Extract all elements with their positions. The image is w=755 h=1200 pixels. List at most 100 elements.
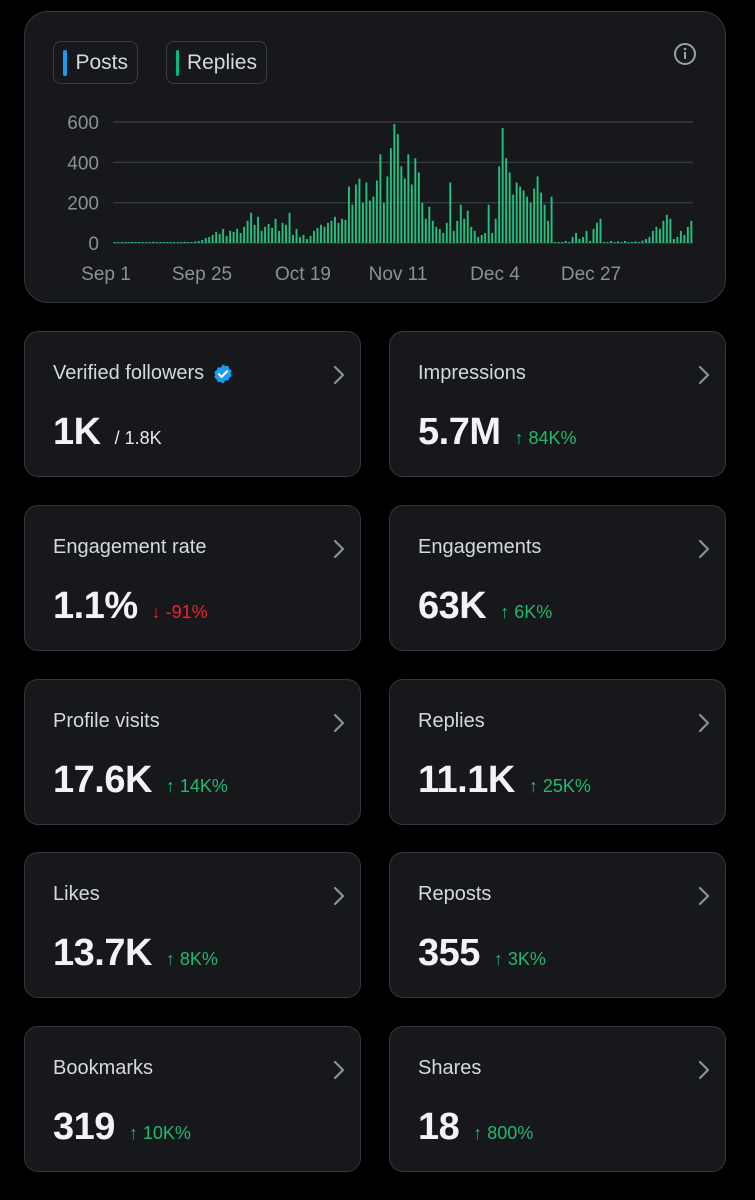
bar[interactable] bbox=[540, 192, 543, 243]
bar[interactable] bbox=[550, 196, 553, 243]
bar[interactable] bbox=[375, 180, 378, 243]
bar[interactable] bbox=[543, 204, 546, 243]
bar[interactable] bbox=[320, 224, 322, 243]
bar[interactable] bbox=[575, 232, 577, 243]
bar[interactable] bbox=[253, 224, 256, 243]
bar[interactable] bbox=[686, 226, 689, 243]
chevron-right-icon[interactable] bbox=[332, 712, 346, 734]
bar[interactable] bbox=[424, 218, 427, 243]
bar[interactable] bbox=[554, 242, 557, 243]
bar[interactable] bbox=[582, 236, 584, 243]
chevron-right-icon[interactable] bbox=[697, 712, 711, 734]
bar[interactable] bbox=[613, 242, 616, 243]
bar[interactable] bbox=[623, 240, 626, 243]
bar[interactable] bbox=[162, 241, 165, 243]
bar[interactable] bbox=[683, 234, 686, 243]
stat-card-replies[interactable]: Replies 11.1K ↑ 25K% bbox=[389, 679, 726, 825]
bar[interactable] bbox=[505, 158, 508, 243]
bar[interactable] bbox=[299, 236, 301, 243]
bar[interactable] bbox=[522, 190, 525, 243]
chevron-right-icon[interactable] bbox=[332, 538, 346, 560]
bar[interactable] bbox=[617, 241, 619, 243]
bar[interactable] bbox=[155, 242, 158, 243]
bar[interactable] bbox=[281, 222, 284, 243]
bar[interactable] bbox=[330, 220, 333, 243]
bar[interactable] bbox=[225, 235, 228, 243]
bar[interactable] bbox=[190, 242, 193, 243]
bar[interactable] bbox=[568, 241, 571, 243]
bar[interactable] bbox=[127, 242, 130, 243]
bar[interactable] bbox=[379, 154, 382, 243]
stat-card-shares[interactable]: Shares 18 ↑ 800% bbox=[389, 1026, 726, 1172]
bar[interactable] bbox=[141, 242, 144, 243]
bar[interactable] bbox=[428, 206, 431, 243]
bar[interactable] bbox=[456, 220, 459, 243]
bar[interactable] bbox=[243, 226, 246, 243]
bar[interactable] bbox=[194, 241, 197, 243]
bar[interactable] bbox=[365, 182, 368, 244]
bar[interactable] bbox=[547, 220, 550, 243]
bar[interactable] bbox=[327, 222, 329, 243]
bar[interactable] bbox=[655, 226, 658, 243]
bar[interactable] bbox=[351, 204, 354, 243]
bar[interactable] bbox=[138, 242, 141, 243]
bar[interactable] bbox=[169, 242, 172, 243]
bar[interactable] bbox=[347, 186, 350, 243]
bar[interactable] bbox=[313, 230, 315, 243]
bar[interactable] bbox=[603, 242, 605, 243]
bar[interactable] bbox=[417, 172, 420, 243]
bar[interactable] bbox=[358, 178, 361, 243]
bar[interactable] bbox=[526, 196, 529, 243]
bar[interactable] bbox=[596, 222, 598, 243]
stat-card-bookmarks[interactable]: Bookmarks 319 ↑ 10K% bbox=[24, 1026, 361, 1172]
bar[interactable] bbox=[246, 220, 249, 243]
bar[interactable] bbox=[134, 241, 137, 243]
bar[interactable] bbox=[197, 240, 200, 243]
bar[interactable] bbox=[183, 241, 186, 243]
bar[interactable] bbox=[208, 236, 211, 243]
bar[interactable] bbox=[589, 240, 591, 243]
bar[interactable] bbox=[232, 231, 235, 243]
bar[interactable] bbox=[676, 236, 679, 243]
stat-card-profile-visits[interactable]: Profile visits 17.6K ↑ 14K% bbox=[24, 679, 361, 825]
bar[interactable] bbox=[372, 196, 375, 243]
bar[interactable] bbox=[159, 242, 162, 243]
bar[interactable] bbox=[393, 124, 396, 243]
bar[interactable] bbox=[669, 218, 672, 243]
bar[interactable] bbox=[176, 242, 179, 243]
bar[interactable] bbox=[396, 134, 399, 243]
legend-posts-toggle[interactable]: Posts bbox=[53, 41, 138, 84]
bar[interactable] bbox=[585, 230, 588, 243]
bar[interactable] bbox=[561, 242, 564, 243]
bar[interactable] bbox=[295, 228, 298, 243]
bar[interactable] bbox=[400, 166, 403, 243]
bar[interactable] bbox=[239, 232, 242, 243]
bar[interactable] bbox=[124, 242, 127, 243]
bar[interactable] bbox=[644, 238, 647, 243]
bar[interactable] bbox=[288, 212, 291, 243]
bar[interactable] bbox=[487, 204, 490, 243]
bar[interactable] bbox=[267, 223, 270, 243]
bar[interactable] bbox=[459, 204, 462, 243]
bar[interactable] bbox=[529, 202, 532, 243]
bar[interactable] bbox=[438, 228, 441, 243]
bar[interactable] bbox=[264, 226, 267, 243]
bar[interactable] bbox=[117, 242, 120, 243]
bar[interactable] bbox=[672, 238, 675, 243]
bar[interactable] bbox=[222, 228, 225, 243]
bar[interactable] bbox=[337, 222, 340, 243]
bar[interactable] bbox=[211, 234, 214, 243]
stat-card-engagements[interactable]: Engagements 63K ↑ 6K% bbox=[389, 505, 726, 651]
bar[interactable] bbox=[627, 242, 630, 243]
stat-card-impressions[interactable]: Impressions 5.7M ↑ 84K% bbox=[389, 331, 726, 477]
bar[interactable] bbox=[278, 230, 281, 243]
bar[interactable] bbox=[292, 234, 294, 243]
bar[interactable] bbox=[323, 226, 326, 243]
bar[interactable] bbox=[564, 240, 567, 243]
bar[interactable] bbox=[536, 176, 539, 243]
bar[interactable] bbox=[512, 194, 515, 243]
bar[interactable] bbox=[120, 241, 123, 243]
bar[interactable] bbox=[498, 166, 501, 243]
bar[interactable] bbox=[271, 227, 274, 244]
bar[interactable] bbox=[260, 230, 263, 243]
